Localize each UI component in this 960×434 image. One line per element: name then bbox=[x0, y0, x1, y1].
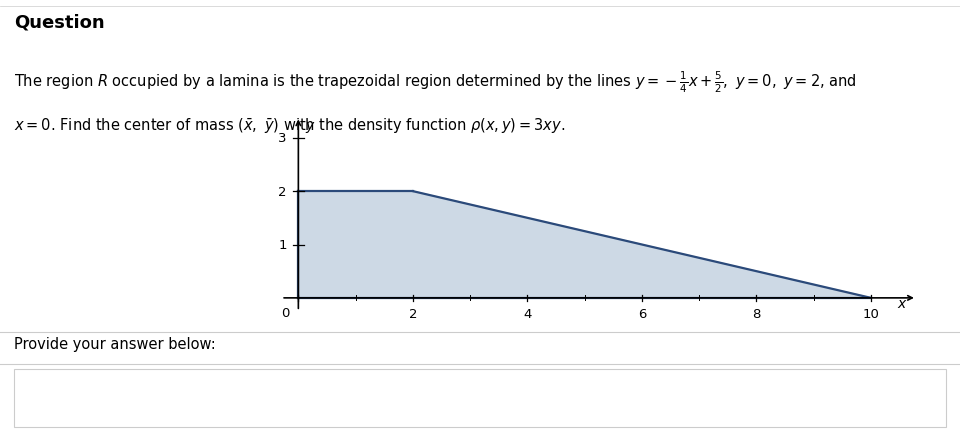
Text: $x$: $x$ bbox=[897, 296, 907, 310]
Text: 1: 1 bbox=[278, 238, 287, 251]
Text: The region $R$ occupied by a lamina is the trapezoidal region determined by the : The region $R$ occupied by a lamina is t… bbox=[14, 69, 857, 95]
Text: 0: 0 bbox=[281, 306, 290, 319]
Text: 3: 3 bbox=[278, 132, 287, 145]
Polygon shape bbox=[299, 192, 871, 298]
Text: 10: 10 bbox=[862, 307, 879, 320]
Text: 8: 8 bbox=[753, 307, 760, 320]
Text: Question: Question bbox=[14, 13, 105, 31]
Text: 6: 6 bbox=[637, 307, 646, 320]
Text: 4: 4 bbox=[523, 307, 532, 320]
Text: $y$: $y$ bbox=[305, 120, 316, 135]
Text: $x = 0$. Find the center of mass $(\bar{x},\ \bar{y})$ with the density function: $x = 0$. Find the center of mass $(\bar{… bbox=[14, 117, 565, 136]
Text: 2: 2 bbox=[409, 307, 418, 320]
Text: 2: 2 bbox=[278, 185, 287, 198]
Text: Provide your answer below:: Provide your answer below: bbox=[14, 336, 216, 351]
